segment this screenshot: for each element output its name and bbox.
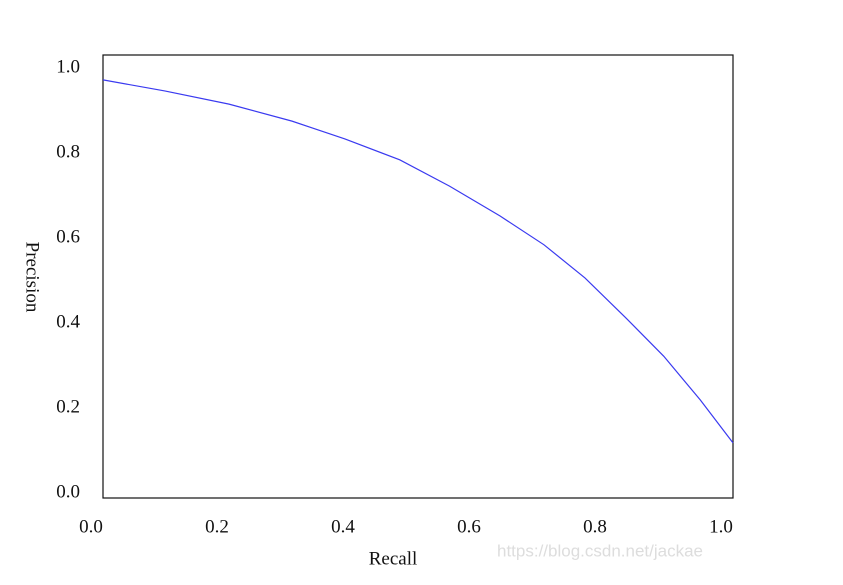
- y-tick-label: 0.4: [56, 311, 80, 332]
- x-tick-label: 0.8: [583, 516, 607, 537]
- x-tick-label: 1.0: [709, 516, 733, 537]
- watermark: https://blog.csdn.net/jackae: [497, 541, 703, 560]
- x-tick-label: 0.0: [79, 516, 103, 537]
- y-tick-label: 0.2: [56, 396, 80, 417]
- y-tick-label: 0.6: [56, 226, 80, 247]
- x-tick-label: 0.2: [205, 516, 229, 537]
- line: [102, 79, 734, 444]
- x-tick-label: 0.4: [331, 516, 355, 537]
- y-tick-label: 0.0: [56, 481, 80, 502]
- y-tick-label: 0.8: [56, 141, 80, 162]
- y-tick-label: 1.0: [56, 56, 80, 77]
- y-axis-label: Precision: [22, 242, 43, 313]
- plot-frame: [102, 54, 734, 499]
- x-axis-label: Recall: [369, 548, 418, 569]
- x-tick-label: 0.6: [457, 516, 481, 537]
